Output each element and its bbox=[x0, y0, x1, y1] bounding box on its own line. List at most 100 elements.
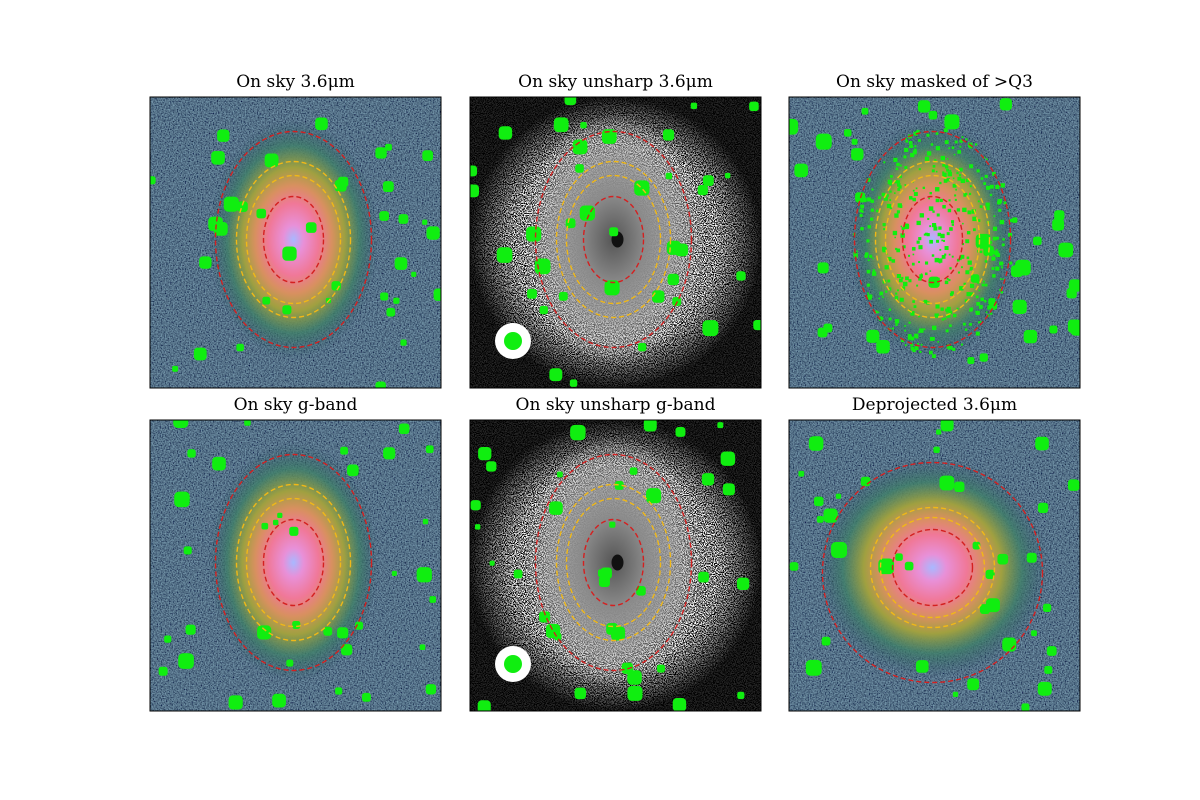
mask-blob bbox=[1023, 329, 1038, 344]
mask-pixel bbox=[944, 253, 947, 256]
mask-pixel bbox=[957, 150, 961, 154]
mask-pixel bbox=[978, 289, 981, 292]
galaxy-light bbox=[208, 119, 379, 360]
mask-blob bbox=[665, 172, 673, 180]
mask-blob bbox=[228, 695, 243, 710]
mask-pixel bbox=[893, 157, 898, 162]
mask-pixel bbox=[872, 269, 876, 272]
mask-blob bbox=[979, 353, 988, 362]
mask-pixel bbox=[883, 161, 886, 164]
isophote-ellipse bbox=[235, 483, 352, 642]
mask-pixel bbox=[894, 213, 899, 218]
mask-blob bbox=[272, 693, 286, 708]
mask-pixel bbox=[864, 254, 868, 258]
mask-pixel bbox=[908, 333, 912, 338]
mask-blob bbox=[717, 422, 724, 429]
mask-blob bbox=[814, 496, 824, 507]
isophote-ellipse bbox=[582, 195, 645, 284]
mask-blob bbox=[1042, 603, 1052, 612]
mask-pixel bbox=[975, 143, 978, 146]
mask-pixel bbox=[978, 304, 983, 309]
mask-pixel bbox=[899, 297, 904, 302]
mask-blob bbox=[394, 257, 408, 270]
mask-blob bbox=[398, 423, 410, 434]
mask-blob bbox=[341, 644, 353, 656]
mask-pixel bbox=[904, 184, 907, 186]
mask-blob bbox=[1046, 646, 1057, 656]
mask-pixel bbox=[911, 262, 915, 266]
mask-blob bbox=[340, 446, 349, 455]
mask-blob bbox=[860, 476, 871, 487]
mask-pixel bbox=[962, 322, 966, 326]
mask-pixel bbox=[916, 240, 920, 244]
mask-blob bbox=[286, 659, 294, 667]
mask-pixel bbox=[892, 230, 898, 236]
mask-pixel bbox=[917, 342, 919, 345]
mask-pixel bbox=[1002, 278, 1005, 280]
mask-pixel bbox=[984, 299, 987, 303]
mask-blob bbox=[478, 446, 492, 461]
panel-frame bbox=[788, 419, 1081, 712]
mask-blob bbox=[604, 280, 620, 296]
mask-pixel bbox=[898, 185, 902, 189]
mask-pixel bbox=[983, 156, 986, 159]
panel-title: Deprojected 3.6μm bbox=[852, 395, 1017, 415]
mask-pixel bbox=[936, 239, 939, 243]
mask-pixel bbox=[954, 140, 958, 144]
mask-pixel bbox=[934, 313, 939, 318]
mask-blob bbox=[305, 222, 317, 233]
mask-pixel bbox=[867, 225, 871, 229]
mask-blob bbox=[419, 644, 426, 651]
mask-blob bbox=[1067, 319, 1080, 334]
mask-pixel bbox=[908, 254, 911, 257]
mask-blob bbox=[627, 670, 642, 685]
mask-pixel bbox=[908, 279, 912, 283]
mask-blob bbox=[539, 305, 548, 315]
mask-pixel bbox=[991, 267, 995, 270]
mask-pixel bbox=[935, 132, 939, 135]
mask-pixel bbox=[894, 319, 900, 324]
mask-pixel bbox=[986, 206, 990, 211]
mask-pixel bbox=[853, 251, 856, 255]
mask-pixel bbox=[938, 258, 943, 263]
mask-blob bbox=[1052, 218, 1065, 231]
mask-blob bbox=[808, 436, 824, 451]
mask-pixel bbox=[955, 188, 957, 191]
mask-blob bbox=[174, 491, 190, 508]
mask-blob bbox=[611, 626, 626, 641]
mask-blob bbox=[702, 175, 714, 187]
mask-blob bbox=[975, 233, 991, 249]
mask-pixel bbox=[919, 213, 924, 217]
mask-pixel bbox=[979, 205, 983, 208]
mask-pixel bbox=[949, 169, 952, 172]
mask-pixel bbox=[959, 286, 964, 291]
mask-pixel bbox=[926, 151, 932, 156]
mask-pixel bbox=[929, 270, 932, 272]
mask-pixel bbox=[923, 299, 928, 304]
mask-blob bbox=[244, 420, 251, 426]
mask-blob bbox=[217, 129, 230, 142]
mask-blob bbox=[199, 256, 212, 269]
mask-pixel bbox=[861, 210, 864, 213]
mask-pixel bbox=[918, 168, 921, 171]
mask-pixel bbox=[964, 299, 968, 303]
mask-pixel bbox=[897, 188, 901, 191]
mask-pixel bbox=[939, 198, 943, 203]
mask-pixel bbox=[909, 196, 913, 200]
mask-pixel bbox=[924, 261, 929, 265]
mask-blob bbox=[425, 684, 437, 695]
mask-blob bbox=[212, 456, 226, 471]
isophote-ellipse bbox=[262, 518, 325, 607]
mask-blob bbox=[1021, 703, 1030, 711]
mask-pixel bbox=[889, 206, 893, 209]
mask-blob bbox=[572, 139, 588, 155]
mask-pixel bbox=[871, 188, 874, 191]
mask-pixel bbox=[888, 317, 892, 321]
mask-blob bbox=[1035, 436, 1049, 451]
mask-blob bbox=[928, 110, 938, 120]
mask-pixel bbox=[866, 239, 870, 243]
mask-pixel bbox=[883, 228, 886, 231]
mask-pixel bbox=[951, 223, 954, 226]
